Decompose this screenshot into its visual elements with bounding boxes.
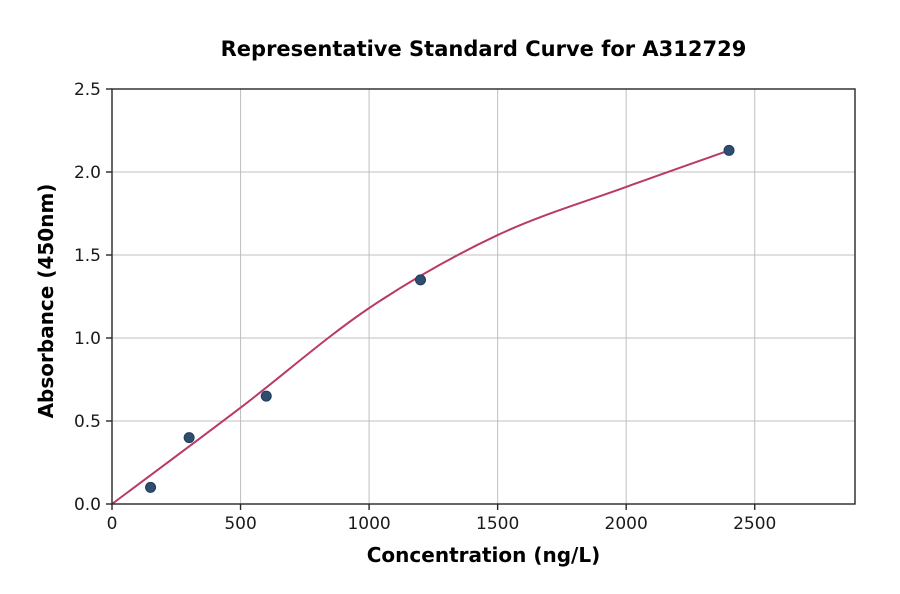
y-tick-label: 0.5 bbox=[74, 412, 101, 432]
plot-frame bbox=[111, 88, 856, 505]
x-tick-label: 1000 bbox=[347, 514, 390, 534]
x-tick-label: 500 bbox=[224, 514, 256, 534]
y-tick-label: 2.0 bbox=[74, 163, 101, 183]
x-tick-label: 2500 bbox=[733, 514, 776, 534]
y-tick-label: 2.5 bbox=[74, 80, 101, 100]
data-point bbox=[183, 432, 195, 444]
data-point bbox=[723, 144, 735, 156]
data-point bbox=[145, 481, 157, 493]
chart-title: Representative Standard Curve for A31272… bbox=[220, 37, 747, 61]
y-tick-label: 0.0 bbox=[74, 495, 101, 515]
x-tick-label: 0 bbox=[107, 514, 118, 534]
x-axis-label: Concentration (ng/L) bbox=[366, 543, 601, 567]
x-tick-label: 1500 bbox=[476, 514, 519, 534]
fit-curve-line bbox=[111, 149, 730, 505]
data-point bbox=[415, 274, 427, 286]
data-point bbox=[260, 390, 272, 402]
x-tick-label: 2000 bbox=[605, 514, 648, 534]
y-tick-label: 1.0 bbox=[74, 329, 101, 349]
y-tick-label: 1.5 bbox=[74, 246, 101, 266]
